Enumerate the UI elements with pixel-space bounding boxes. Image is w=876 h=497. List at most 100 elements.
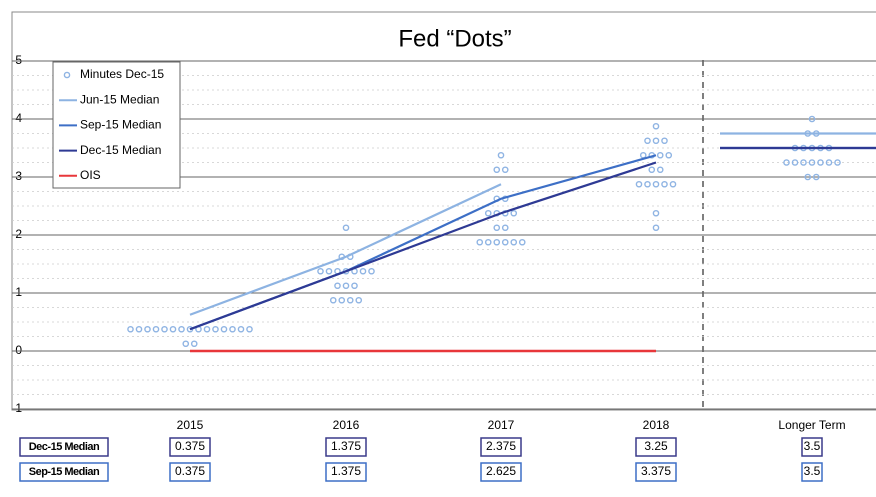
cell-value: 3.25	[644, 439, 668, 453]
x-tick-label: 2017	[488, 418, 515, 432]
legend-label: OIS	[80, 168, 101, 182]
x-tick-label: 2016	[333, 418, 360, 432]
dot	[342, 282, 350, 290]
dot	[178, 325, 185, 333]
y-tick-label: 1	[15, 285, 22, 299]
cell-box	[325, 437, 367, 457]
cell-value: 3.5	[804, 464, 821, 478]
cell-box	[480, 437, 522, 457]
dot	[229, 325, 236, 333]
cell-value: 0.375	[175, 464, 205, 478]
x-tick-label: 2018	[643, 418, 670, 432]
legend-symbol	[63, 71, 71, 79]
dot	[635, 180, 643, 188]
cell-value: 1.375	[331, 464, 361, 478]
dot	[648, 166, 656, 174]
dot	[144, 325, 151, 333]
cell-box	[480, 462, 522, 482]
cell-box	[635, 462, 677, 482]
dot	[791, 159, 799, 166]
dot	[804, 173, 812, 181]
dot	[812, 173, 820, 181]
dot	[182, 340, 190, 348]
dot	[237, 325, 245, 333]
dot	[510, 238, 518, 246]
x-tick-label: Longer Term	[778, 418, 845, 432]
cell-value: 2.625	[486, 464, 516, 478]
cell-value: 2.375	[486, 439, 516, 453]
dot	[652, 209, 660, 217]
dot	[220, 325, 228, 333]
dot	[317, 267, 324, 275]
dot	[346, 296, 354, 304]
dot	[665, 151, 673, 159]
dot	[161, 325, 168, 333]
dot	[656, 166, 664, 174]
cell-box	[325, 462, 367, 482]
dot	[212, 325, 219, 333]
dot	[644, 137, 651, 145]
dot	[800, 159, 807, 166]
dot	[334, 282, 341, 290]
y-tick-label: 5	[15, 53, 22, 67]
dot	[484, 209, 492, 217]
dot	[169, 325, 177, 333]
dot	[355, 296, 363, 304]
cell-value: 0.375	[175, 439, 205, 453]
cell-box	[169, 437, 211, 457]
y-tick-label: 2	[15, 227, 22, 241]
legend-label: Dec-15 Median	[80, 143, 161, 157]
dot	[351, 282, 358, 290]
dot	[338, 296, 346, 304]
dot	[510, 209, 518, 217]
dot	[368, 267, 375, 275]
dot	[152, 325, 160, 333]
dot	[652, 224, 660, 232]
dot	[359, 267, 367, 275]
y-tick-label: 3	[15, 169, 22, 183]
dot	[808, 159, 816, 166]
dot	[203, 325, 211, 333]
cell-box	[635, 437, 677, 457]
y-tick-label: 0	[15, 343, 22, 357]
dot	[501, 238, 509, 246]
dot	[808, 115, 816, 123]
dot	[661, 180, 668, 188]
dot	[652, 137, 660, 145]
dot	[497, 151, 505, 159]
cell-box	[801, 462, 823, 482]
dot	[652, 180, 660, 188]
legend-label: Sep-15 Median	[80, 118, 161, 132]
dot	[669, 180, 677, 188]
dot	[493, 238, 501, 246]
dot	[652, 122, 660, 130]
dot	[135, 325, 143, 333]
dot	[834, 159, 841, 166]
legend-label: Minutes Dec-15	[80, 67, 164, 81]
row-label: Sep-15 Median	[29, 466, 100, 478]
y-tick-label: -1	[11, 401, 22, 415]
legend-label: Jun-15 Median	[80, 92, 159, 106]
dot	[329, 296, 337, 304]
y-tick-label: 4	[15, 111, 22, 125]
dot	[342, 224, 350, 232]
dot	[656, 151, 664, 159]
cell-value: 3.5	[804, 439, 821, 453]
median-line	[189, 161, 657, 331]
x-tick-label: 2015	[177, 418, 204, 432]
dot	[190, 340, 198, 348]
chart-title: Fed “Dots”	[398, 25, 511, 52]
dot	[246, 325, 253, 333]
dot	[476, 238, 484, 246]
cell-value: 3.375	[641, 464, 671, 478]
dot	[493, 224, 501, 232]
cell-box	[169, 462, 211, 482]
dot	[644, 180, 651, 188]
dot	[325, 267, 333, 275]
row-label: Dec-15 Median	[29, 441, 100, 453]
dot	[817, 159, 824, 166]
row-label-box	[19, 437, 109, 457]
dot	[127, 325, 134, 333]
dot	[518, 238, 526, 246]
